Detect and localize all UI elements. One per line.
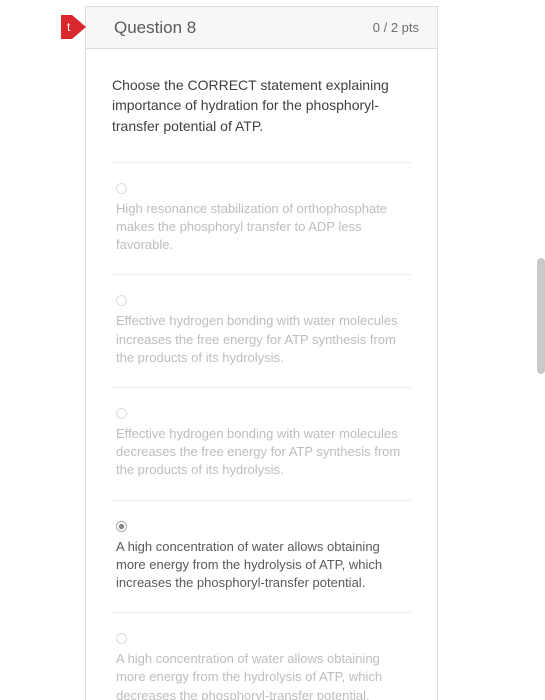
option-5[interactable]: A high concentration of water allows obt… [112, 612, 411, 700]
option-1[interactable]: High resonance stabilization of orthopho… [112, 162, 411, 275]
scrollbar-thumb[interactable] [537, 258, 545, 374]
status-ribbon: t [61, 15, 86, 39]
question-title: Question 8 [114, 18, 196, 38]
question-points: 0 / 2 pts [373, 20, 419, 35]
option-text-1: High resonance stabilization of orthopho… [116, 200, 407, 255]
ribbon-arrow-icon [72, 15, 86, 39]
radio-4[interactable] [116, 521, 127, 532]
option-4[interactable]: A high concentration of water allows obt… [112, 500, 411, 613]
option-2[interactable]: Effective hydrogen bonding with water mo… [112, 274, 411, 387]
page: Question 8 0 / 2 pts Choose the CORRECT … [0, 0, 545, 700]
option-text-5: A high concentration of water allows obt… [116, 650, 407, 700]
question-prompt: Choose the CORRECT statement explaining … [112, 75, 411, 136]
option-text-2: Effective hydrogen bonding with water mo… [116, 312, 407, 367]
option-3[interactable]: Effective hydrogen bonding with water mo… [112, 387, 411, 500]
option-text-4: A high concentration of water allows obt… [116, 538, 407, 593]
radio-2[interactable] [116, 295, 127, 306]
radio-3[interactable] [116, 408, 127, 419]
question-card: Question 8 0 / 2 pts Choose the CORRECT … [85, 6, 438, 700]
options-list: High resonance stabilization of orthopho… [112, 162, 411, 700]
radio-1[interactable] [116, 183, 127, 194]
status-ribbon-label: t [61, 15, 72, 39]
radio-5[interactable] [116, 633, 127, 644]
option-text-3: Effective hydrogen bonding with water mo… [116, 425, 407, 480]
scrollbar-track[interactable] [537, 0, 545, 700]
question-header: Question 8 0 / 2 pts [86, 7, 437, 49]
question-body: Choose the CORRECT statement explaining … [86, 49, 437, 700]
